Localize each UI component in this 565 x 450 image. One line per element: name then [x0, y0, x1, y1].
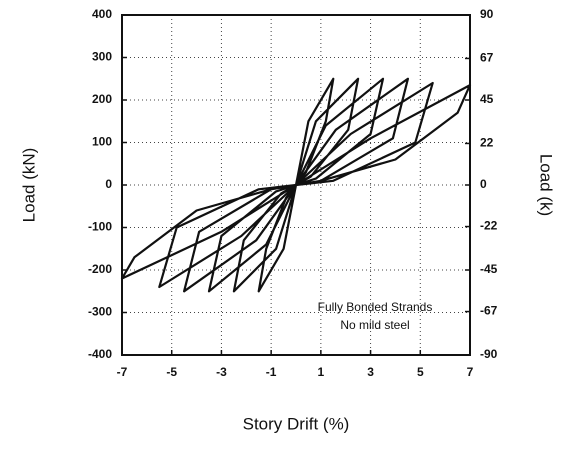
- x-tick-label: 1: [318, 365, 325, 379]
- x-tick-label: -1: [266, 365, 277, 379]
- plot-frame: [121, 14, 471, 356]
- y2-tick-label: -90: [480, 347, 498, 361]
- x-tick-label: 3: [367, 365, 374, 379]
- x-axis-label: Story Drift (%): [243, 414, 350, 433]
- y2-tick-label: -22: [480, 219, 498, 233]
- x-tick-label: -7: [117, 365, 128, 379]
- y2-tick-label: -45: [480, 262, 498, 276]
- y2-tick-label: -67: [480, 304, 498, 318]
- y-tick-label: 300: [92, 50, 112, 64]
- y2-tick-label: 90: [480, 7, 494, 21]
- y-tick-label: 0: [105, 177, 112, 191]
- x-tick-label: 5: [417, 365, 424, 379]
- annotation: Fully Bonded Strands: [318, 300, 433, 314]
- y-tick-label: 100: [92, 135, 112, 149]
- y-tick-label: -300: [88, 305, 112, 319]
- y2-tick-label: 45: [480, 92, 494, 106]
- x-tick-label: 7: [467, 365, 474, 379]
- annotation: No mild steel: [340, 318, 409, 332]
- x-tick-label: -3: [216, 365, 227, 379]
- y-tick-label: -200: [88, 262, 112, 276]
- y2-axis-label: Load (k): [537, 154, 556, 216]
- y-tick-label: -100: [88, 220, 112, 234]
- y-tick-label: 400: [92, 7, 112, 21]
- y2-tick-label: 0: [480, 177, 487, 191]
- hysteresis-line: [120, 77, 472, 293]
- y2-tick-label: 22: [480, 136, 494, 150]
- y-tick-label: -400: [88, 347, 112, 361]
- x-tick-label: -5: [166, 365, 177, 379]
- y-axis-label: Load (kN): [19, 148, 38, 223]
- y2-tick-label: 67: [480, 51, 494, 65]
- y-tick-label: 200: [92, 92, 112, 106]
